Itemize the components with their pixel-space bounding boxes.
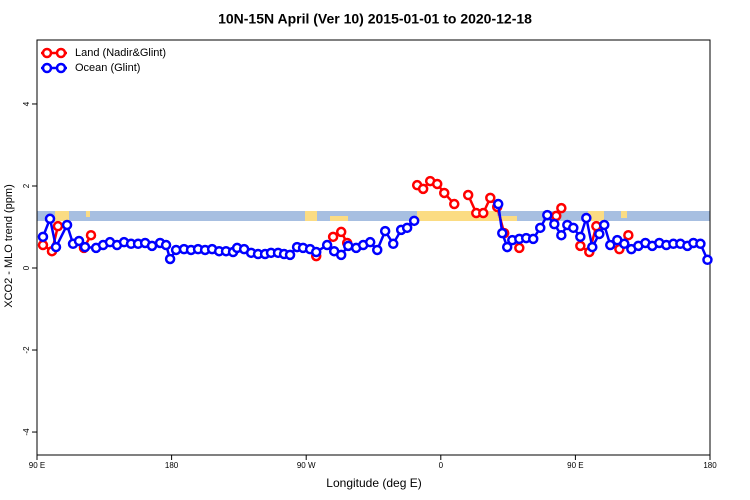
data-point <box>387 238 399 250</box>
legend-marker <box>55 47 67 59</box>
data-point <box>478 207 489 219</box>
data-point <box>310 246 322 258</box>
data-point <box>575 231 586 243</box>
y-tick-label: -4 <box>22 428 31 436</box>
data-point <box>52 220 64 232</box>
y-tick-label: 2 <box>22 183 31 188</box>
legend-marker <box>55 62 67 74</box>
data-point <box>575 240 586 252</box>
data-point <box>604 239 616 251</box>
data-point <box>449 198 460 210</box>
data-point <box>556 229 567 241</box>
data-point <box>379 225 391 237</box>
x-tick-label: 180 <box>703 461 717 470</box>
data-point <box>535 222 546 234</box>
legend-label: Ocean (Glint) <box>75 62 140 74</box>
x-tick-label: 90 E <box>29 461 45 470</box>
data-point <box>695 238 706 250</box>
plot-frame <box>36 39 711 456</box>
y-tick-label: 4 <box>22 101 31 106</box>
x-tick-label: 0 <box>439 461 444 470</box>
data-point <box>160 239 172 251</box>
data-point <box>37 239 49 251</box>
data-point <box>514 242 525 254</box>
data-point <box>594 228 605 240</box>
data-point <box>485 192 496 204</box>
y-axis-label: XCO2 - MLO trend (ppm) <box>3 184 15 307</box>
data-point <box>549 218 560 230</box>
data-point <box>85 229 97 241</box>
data-point <box>542 209 553 221</box>
data-point <box>492 198 504 210</box>
data-point <box>44 213 56 225</box>
legend-marker <box>41 62 53 74</box>
data-point <box>37 231 49 243</box>
y-tick-label: -2 <box>22 346 31 354</box>
data-point <box>527 233 539 245</box>
data-point <box>417 183 429 195</box>
x-tick-label: 90 W <box>297 461 316 470</box>
data-point <box>556 202 567 214</box>
data-point <box>623 229 634 241</box>
y-tick-label: 0 <box>22 265 31 270</box>
legend-label: Land (Nadir&Glint) <box>75 47 166 59</box>
x-axis-label: Longitude (deg E) <box>326 476 421 490</box>
data-point <box>501 241 513 253</box>
data-point <box>431 178 443 190</box>
data-point <box>581 212 592 224</box>
x-tick-label: 180 <box>165 461 179 470</box>
data-point <box>619 238 630 250</box>
data-point <box>401 222 413 234</box>
map-strip <box>37 211 710 221</box>
legend-marker <box>41 47 53 59</box>
data-point <box>327 231 339 243</box>
data-point <box>462 189 474 201</box>
data-point <box>438 187 450 199</box>
data-point <box>164 253 176 265</box>
data-point <box>364 236 376 248</box>
x-tick-label: 90 E <box>567 461 583 470</box>
data-point <box>599 219 610 231</box>
data-point <box>73 235 85 247</box>
data-point <box>61 219 73 231</box>
data-point <box>50 241 62 253</box>
data-point <box>568 222 579 234</box>
data-point <box>79 241 91 253</box>
data-point <box>321 239 333 251</box>
data-point <box>371 244 383 256</box>
data-point <box>284 249 296 261</box>
chart-title: 10N-15N April (Ver 10) 2015-01-01 to 202… <box>218 11 532 27</box>
data-point <box>587 241 598 253</box>
data-point <box>497 227 508 239</box>
data-point <box>551 210 562 222</box>
data-point <box>146 240 158 252</box>
data-point <box>335 249 347 261</box>
data-point <box>335 226 347 238</box>
data-point <box>702 254 713 266</box>
data-point <box>408 215 420 227</box>
